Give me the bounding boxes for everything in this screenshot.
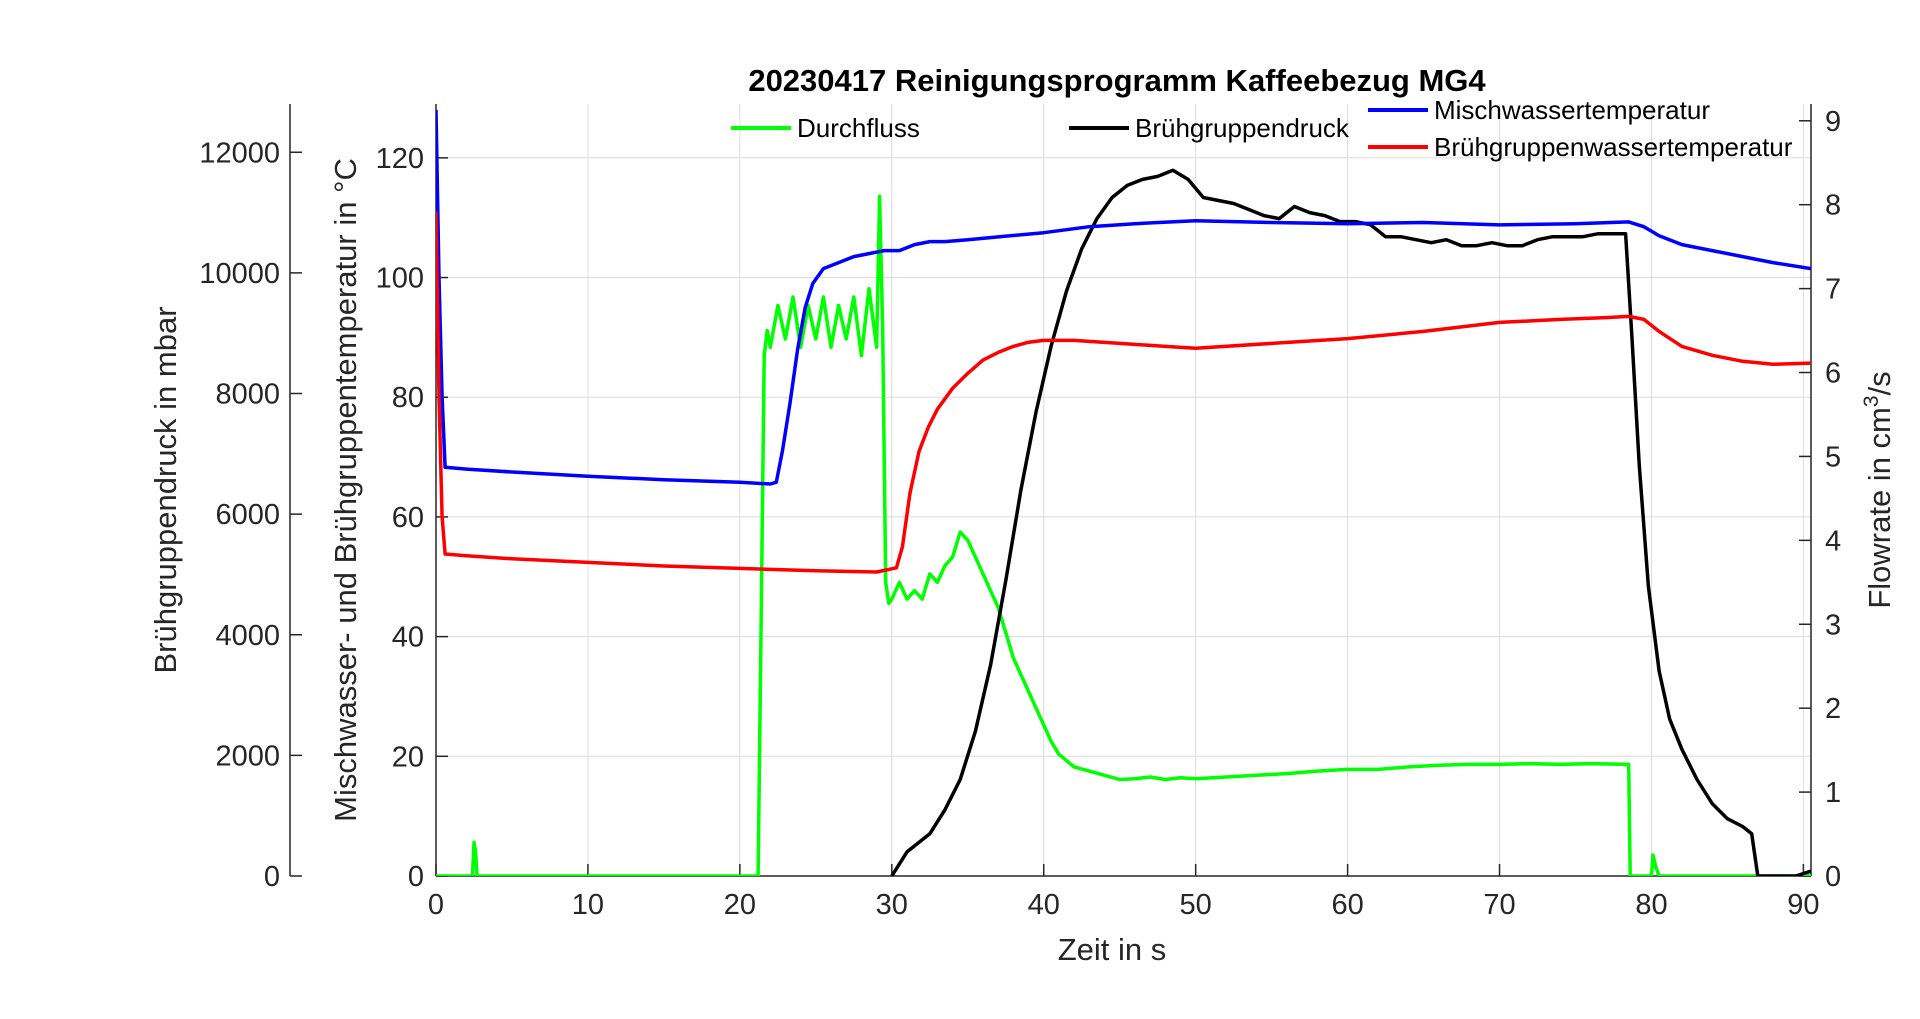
- series-line-0: [436, 194, 1811, 876]
- y-right-tick-label: 9: [1825, 106, 1841, 138]
- y-axis-label-flowrate: Flowrate in cm3/s: [1860, 371, 1897, 608]
- plot-area: [436, 104, 1811, 876]
- legend-label-bruehgruppendruck: Brühgruppendruck: [1135, 113, 1350, 143]
- chart-title: 20230417 Reinigungsprogramm Kaffeebezug …: [748, 63, 1486, 98]
- y-outer-tick-label: 0: [264, 861, 280, 893]
- y-axis-label-temperature: Mischwasser- und Brühgruppentemperatur i…: [328, 158, 363, 822]
- legend-label-durchfluss: Durchfluss: [797, 113, 920, 143]
- y-right-tick-label: 4: [1825, 525, 1841, 557]
- series-line-3: [436, 211, 1811, 574]
- labels-layer: 0 10 20 30 40 50 60 70 80 90020406080100120020004…: [199, 106, 1841, 921]
- y-right-tick-label: 8: [1825, 190, 1841, 222]
- y-inner-tick-label: 0: [408, 861, 424, 893]
- y-right-tick-label: 5: [1825, 441, 1841, 473]
- x-tick-label: 70: [1483, 889, 1515, 921]
- legend-label-mischwassertemperatur: Mischwassertemperatur: [1434, 95, 1710, 125]
- y-outer-tick-label: 2000: [215, 740, 280, 772]
- x-tick-label: 40: [1028, 889, 1060, 921]
- y-outer-tick-label: 6000: [215, 499, 280, 531]
- y-inner-tick-label: 20: [392, 741, 424, 773]
- y-right-tick-label: 3: [1825, 609, 1841, 641]
- y-axis-label-pressure: Brühgruppendruck in mbar: [148, 306, 183, 673]
- x-tick-label: 0: [428, 889, 444, 921]
- y-inner-tick-label: 100: [376, 263, 424, 295]
- y-inner-tick-label: 120: [376, 143, 424, 175]
- series-layer: [436, 109, 1811, 876]
- x-axis-label: Zeit in s: [1058, 932, 1167, 967]
- x-tick-label: 80: [1635, 889, 1667, 921]
- y-inner-tick-label: 60: [392, 502, 424, 534]
- series-line-1: [890, 168, 1811, 876]
- x-tick-label: 90: [1787, 889, 1819, 921]
- y-outer-tick-label: 4000: [215, 620, 280, 652]
- flowrate-label-main: Flowrate in cm: [1862, 407, 1897, 609]
- legend-label-bruehgruppenwassertemperatur: Brühgruppenwassertemperatur: [1434, 132, 1793, 162]
- flowrate-label-end: /s: [1862, 371, 1897, 395]
- flowrate-label-superscript: 3: [1860, 395, 1883, 407]
- y-right-tick-label: 1: [1825, 777, 1841, 809]
- y-outer-tick-label: 8000: [215, 379, 280, 411]
- legend: Durchfluss Brühgruppendruck Mischwassert…: [731, 95, 1793, 162]
- y-right-tick-label: 6: [1825, 358, 1841, 390]
- series-line-2: [436, 109, 1811, 486]
- x-tick-label: 20: [724, 889, 756, 921]
- y-right-tick-label: 0: [1825, 861, 1841, 893]
- x-tick-label: 50: [1180, 889, 1212, 921]
- y-inner-tick-label: 40: [392, 622, 424, 654]
- x-tick-label: 30: [876, 889, 908, 921]
- y-outer-tick-label: 10000: [199, 258, 280, 290]
- y-right-tick-label: 2: [1825, 693, 1841, 725]
- y-inner-tick-label: 80: [392, 382, 424, 414]
- x-tick-label: 10: [572, 889, 604, 921]
- y-right-tick-label: 7: [1825, 274, 1841, 306]
- x-tick-label: 60: [1331, 889, 1363, 921]
- y-outer-tick-label: 12000: [199, 137, 280, 169]
